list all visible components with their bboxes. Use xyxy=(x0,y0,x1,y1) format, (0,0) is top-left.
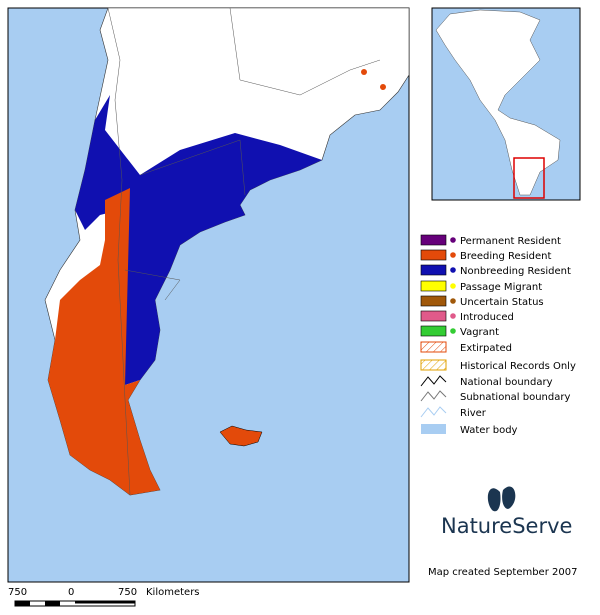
legend-label: Water body xyxy=(460,425,518,436)
legend-swatch xyxy=(420,249,447,261)
legend-label: Vagrant xyxy=(460,327,499,338)
legend-label: River xyxy=(460,408,487,419)
legend-swatch xyxy=(420,359,447,371)
breeding-range xyxy=(48,188,160,495)
scale-seg xyxy=(45,601,60,606)
nonbreeding-range xyxy=(75,95,322,385)
legend-dot xyxy=(450,252,456,258)
legend-label: Extirpated xyxy=(460,343,512,354)
legend-label: Permanent Resident xyxy=(460,236,561,247)
legend-dot xyxy=(450,298,456,304)
legend-dot xyxy=(450,267,456,273)
legend-label: Breeding Resident xyxy=(460,251,552,262)
scale-seg xyxy=(75,601,135,604)
falklands xyxy=(219,425,263,447)
legend-label: Subnational boundary xyxy=(460,392,570,403)
scale-bar: 750 0 750 Kilometers xyxy=(8,587,200,607)
legend: Permanent Resident Breeding Resident Nonbr… xyxy=(420,234,576,436)
legend-dot xyxy=(450,313,456,319)
inset-map xyxy=(431,7,581,201)
breeding-point xyxy=(380,84,386,90)
legend-label: National boundary xyxy=(460,377,553,388)
legend-dot xyxy=(450,283,456,289)
legend-swatch xyxy=(420,234,447,246)
scale-label: 0 xyxy=(68,587,74,598)
legend-line xyxy=(420,406,447,418)
breeding-point xyxy=(361,69,367,75)
logo: NatureServe xyxy=(441,486,572,538)
credit: Map created September 2007 xyxy=(428,567,577,578)
scale-seg xyxy=(15,601,30,606)
legend-swatch xyxy=(420,325,447,337)
legend-swatch xyxy=(420,280,447,292)
legend-line xyxy=(420,390,447,402)
boundaries xyxy=(107,7,381,496)
legend-label: Historical Records Only xyxy=(460,361,576,372)
logo-text: NatureServe xyxy=(441,514,572,538)
legend-line xyxy=(420,375,447,387)
scale-label: 750 xyxy=(8,587,27,598)
legend-label: Nonbreeding Resident xyxy=(460,266,571,277)
inset-land xyxy=(435,9,561,196)
logo-icon xyxy=(487,486,516,512)
legend-label: Introduced xyxy=(460,312,514,323)
inset-extent xyxy=(513,157,545,199)
legend-label: Passage Migrant xyxy=(460,282,542,293)
scale-unit: Kilometers xyxy=(146,587,200,598)
legend-swatch xyxy=(420,264,447,276)
legend-dot xyxy=(450,237,456,243)
legend-swatch xyxy=(420,295,447,307)
main-map xyxy=(7,7,410,583)
legend-dot xyxy=(450,328,456,334)
legend-swatch xyxy=(421,424,446,434)
legend-swatch xyxy=(420,310,447,322)
scale-label: 750 xyxy=(118,587,137,598)
legend-label: Uncertain Status xyxy=(460,297,544,308)
legend-swatch xyxy=(420,341,447,353)
